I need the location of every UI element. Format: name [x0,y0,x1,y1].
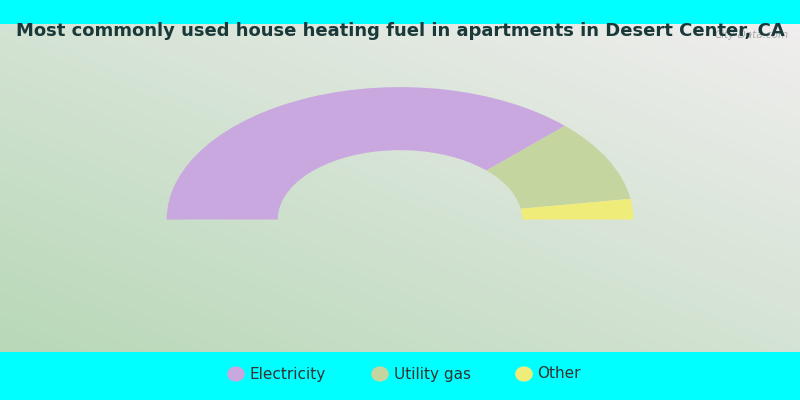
Text: City-Data.com: City-Data.com [714,30,789,40]
Wedge shape [166,87,565,220]
Text: Other: Other [538,366,581,382]
Text: Most commonly used house heating fuel in apartments in Desert Center, CA: Most commonly used house heating fuel in… [16,22,784,40]
Text: Utility gas: Utility gas [394,366,470,382]
Text: Electricity: Electricity [250,366,326,382]
Wedge shape [521,199,634,220]
Wedge shape [486,126,630,209]
